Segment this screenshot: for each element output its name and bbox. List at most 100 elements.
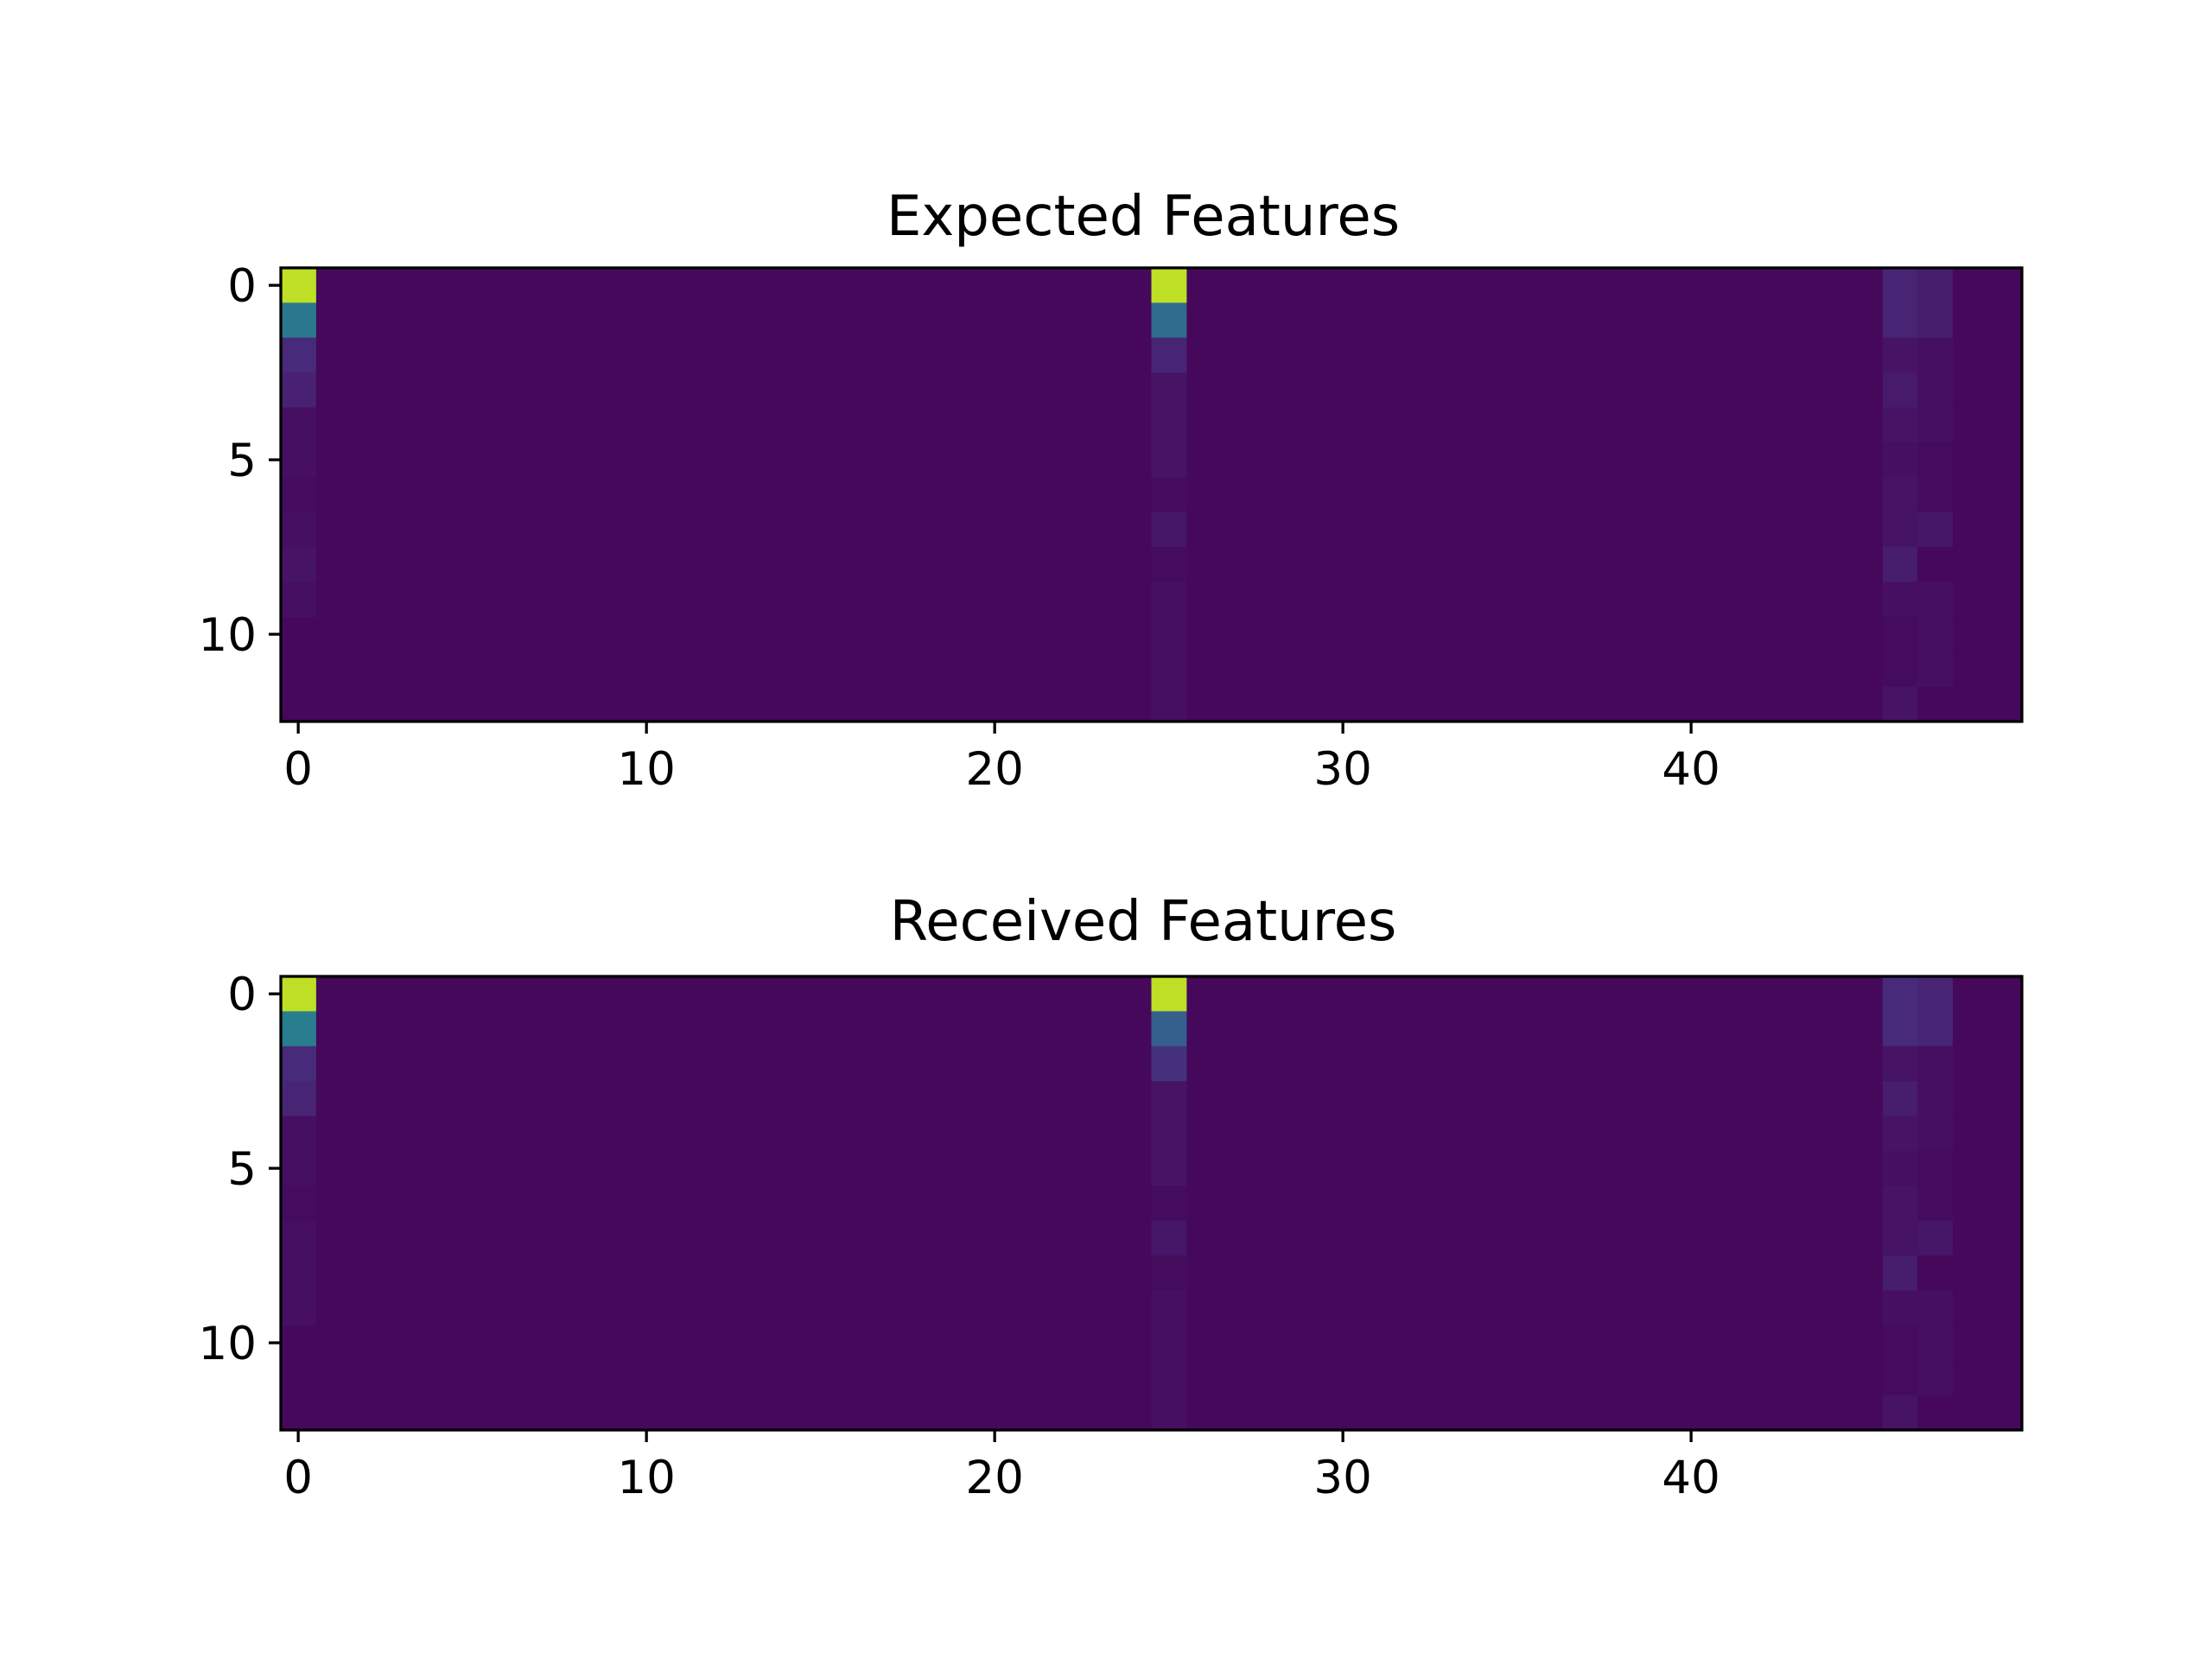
heatmap-panel-expected: Expected Features 0 10 20 30 40 0 5 10 [199,185,2024,796]
heatmap-cell [281,302,316,339]
axes-frame [279,266,2024,723]
heatmap-cell [1151,652,1187,688]
heatmap-cell [1917,442,1953,478]
heatmap-cell [1151,1395,1187,1431]
heatmap-cell [1917,477,1953,513]
x-tick-label: 20 [965,1452,1023,1504]
heatmap-cell [1917,1150,1953,1186]
heatmap-cell [281,976,316,1012]
heatmap-cell [1917,1360,1953,1396]
heatmap-cell [1917,1046,1953,1082]
heatmap-cell [281,1046,316,1082]
heatmap-cell [1882,582,1918,618]
heatmap-cell [1151,1081,1187,1117]
heatmap-cell [1151,407,1187,443]
heatmap-cell [1917,1116,1953,1152]
heatmap-cell [1882,686,1918,722]
chart-title: Expected Features [887,185,1400,249]
heatmap-cell [1917,1185,1953,1222]
heatmap-cell [1151,1325,1187,1361]
heatmap-cell [281,512,316,548]
axes-frame [279,975,2024,1432]
heatmap-cell [1151,1220,1187,1256]
y-tick-label: 10 [199,1318,257,1370]
heatmap-cell [1151,1185,1187,1222]
heatmap-cell [1151,1116,1187,1152]
heatmap-cell [1882,1290,1918,1326]
heatmap-cells [281,976,2022,1431]
heatmap-cell [1917,407,1953,443]
heatmap-cell [1917,1290,1953,1326]
axis-ticks: 0 10 20 30 40 0 5 10 [199,260,1720,796]
heatmap-cell [1882,442,1918,478]
heatmap-cell [1917,616,1953,652]
heatmap-cell [1151,268,1187,303]
heatmap-cell [1917,302,1953,339]
x-tick-label: 40 [1662,743,1719,796]
heatmap-cell [1151,976,1187,1012]
x-tick-label: 40 [1662,1452,1719,1504]
heatmap-cell [281,372,316,409]
heatmap-cell [1917,1011,1953,1047]
heatmap-cell [281,1220,316,1256]
heatmap-cell [1882,407,1918,443]
heatmap-cell [1151,477,1187,513]
heatmap-cell [1882,372,1918,409]
heatmap-cell [1882,268,1918,303]
heatmap-cell [1882,1011,1918,1047]
heatmap-cell [281,1116,316,1152]
heatmap-cell [1882,1325,1918,1361]
heatmap-cell [1917,582,1953,618]
heatmap-cell [281,477,316,513]
heatmap-cell [281,442,316,478]
heatmap-cell [1882,302,1918,339]
heatmap-cell [281,268,316,303]
heatmap-cell [1151,1290,1187,1326]
heatmap-cell [1882,652,1918,688]
x-tick-label: 10 [617,743,675,796]
heatmap-cell [1151,1011,1187,1047]
x-tick-label: 10 [617,1452,675,1504]
heatmap-cell [1882,1150,1918,1186]
heatmap-cell [1882,1046,1918,1082]
heatmap-cell [1151,686,1187,722]
heatmap-cell [281,337,316,373]
heatmap-cell [1917,547,1953,583]
heatmap-cell [1151,547,1187,583]
heatmap-cell [1917,512,1953,548]
heatmap-cell [1882,1185,1918,1222]
heatmap-cell [1917,1220,1953,1256]
heatmap-cell [1917,1255,1953,1292]
y-tick-label: 0 [227,969,257,1021]
y-tick-label: 0 [227,260,257,313]
heatmap-cell [1882,1116,1918,1152]
heatmap-cell [1917,1325,1953,1361]
heatmap-cell [1917,268,1953,303]
heatmap-cell [1882,1395,1918,1431]
heatmap-cell [1917,652,1953,688]
heatmap-cell [1151,1046,1187,1082]
heatmap-cell [1882,1255,1918,1292]
heatmap-cell [1151,1255,1187,1292]
heatmap-panel-received: Received Features 0 10 20 30 40 0 5 10 [199,890,2024,1504]
heatmap-cell [281,1081,316,1117]
heatmap-cell [1882,477,1918,513]
heatmap-cell [1917,976,1953,1012]
heatmap-cell [1882,337,1918,373]
chart-title: Received Features [890,890,1397,954]
heatmap-cell [281,1255,316,1292]
heatmap-cell [1917,337,1953,373]
heatmap-cell [281,582,316,618]
heatmap-cell [1151,582,1187,618]
x-tick-label: 30 [1313,743,1371,796]
y-tick-label: 10 [199,609,257,662]
heatmap-cell [281,1185,316,1222]
heatmap-cell [1882,1081,1918,1117]
heatmap-cell [1151,372,1187,409]
heatmap-cell [1151,1360,1187,1396]
heatmap-cell [1151,337,1187,373]
x-tick-label: 0 [283,1452,313,1504]
heatmap-cell [1882,1220,1918,1256]
heatmap-cell [1151,302,1187,339]
